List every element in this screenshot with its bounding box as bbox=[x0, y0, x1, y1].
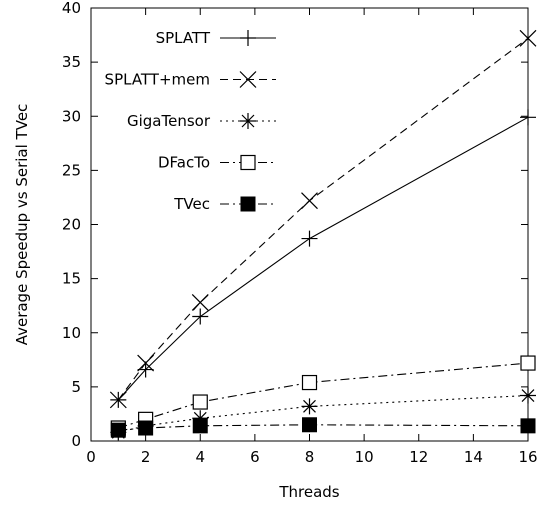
legend-label: DFacTo bbox=[158, 154, 210, 172]
legend: SPLATT SPLATT+mem GigaTensor DFacTo TVec bbox=[105, 29, 276, 213]
y-tick-label: 0 bbox=[71, 432, 81, 450]
series-line bbox=[118, 394, 529, 433]
star-marker-shape bbox=[301, 398, 318, 415]
cross-marker-shape bbox=[191, 294, 209, 311]
cross-marker-shape bbox=[137, 354, 155, 372]
y-tick-label: 25 bbox=[62, 161, 81, 179]
x-tick-label: 10 bbox=[355, 448, 374, 466]
plus-marker-shape bbox=[137, 361, 154, 378]
filled-square-marker-shape bbox=[192, 418, 208, 434]
data-point bbox=[192, 418, 208, 434]
x-axis-title: Threads bbox=[278, 483, 339, 501]
series-line bbox=[118, 362, 529, 429]
open-square-marker-shape bbox=[192, 394, 208, 410]
axis-ticks: 0 2 4 6 8 10 12 14 16 0 5 10 15 20 25 30 35 40 bbox=[62, 0, 538, 466]
series-layer bbox=[109, 29, 537, 441]
star-marker-shape bbox=[192, 410, 209, 427]
x-tick-label: 8 bbox=[305, 448, 315, 466]
legend-label: SPLATT bbox=[156, 29, 211, 47]
y-axis-title: Average Speedup vs Serial TVec bbox=[13, 104, 31, 346]
data-point bbox=[109, 391, 127, 409]
data-point bbox=[301, 398, 318, 415]
filled-square-marker-shape bbox=[110, 422, 126, 438]
legend-entry: SPLATT bbox=[156, 29, 276, 47]
open-square-marker-shape bbox=[240, 154, 256, 171]
y-tick-label: 30 bbox=[62, 107, 81, 125]
y-tick-label: 10 bbox=[62, 324, 81, 342]
legend-label: SPLATT+mem bbox=[105, 71, 210, 89]
data-point bbox=[192, 394, 208, 410]
open-square-marker-shape bbox=[301, 374, 318, 391]
legend-label: GigaTensor bbox=[127, 112, 211, 130]
y-tick-label: 35 bbox=[62, 53, 81, 71]
cross-marker-shape bbox=[109, 391, 127, 409]
x-tick-label: 14 bbox=[464, 448, 483, 466]
data-point bbox=[520, 418, 536, 434]
legend-marker bbox=[240, 113, 256, 129]
filled-square-marker-shape bbox=[302, 417, 317, 433]
series-gigatensor bbox=[110, 387, 536, 441]
data-point bbox=[520, 355, 536, 371]
data-point bbox=[191, 294, 209, 311]
star-marker-shape bbox=[240, 113, 256, 129]
legend-entry: TVec bbox=[173, 195, 276, 213]
data-point bbox=[138, 420, 154, 436]
legend-entry: GigaTensor bbox=[127, 112, 276, 130]
legend-marker bbox=[240, 154, 256, 171]
plus-marker-shape bbox=[192, 308, 209, 325]
y-tick-label: 15 bbox=[62, 270, 81, 288]
filled-square-marker-shape bbox=[240, 196, 256, 212]
x-tick-label: 12 bbox=[409, 448, 428, 466]
plus-marker-shape bbox=[520, 109, 536, 126]
x-tick-label: 6 bbox=[250, 448, 260, 466]
data-point bbox=[301, 230, 318, 247]
data-point bbox=[520, 387, 536, 404]
y-tick-label: 5 bbox=[71, 378, 81, 396]
legend-label: TVec bbox=[173, 195, 210, 213]
data-point bbox=[137, 361, 154, 378]
series-line bbox=[117, 37, 529, 401]
data-point bbox=[520, 109, 536, 126]
filled-square-marker-shape bbox=[138, 420, 154, 436]
series-tvec bbox=[110, 417, 536, 438]
legend-entry: SPLATT+mem bbox=[105, 71, 276, 89]
data-point bbox=[192, 308, 209, 325]
legend-marker bbox=[240, 30, 256, 46]
x-tick-label: 0 bbox=[86, 448, 96, 466]
legend-marker bbox=[240, 196, 256, 212]
x-tick-label: 2 bbox=[141, 448, 151, 466]
data-point bbox=[302, 417, 317, 433]
data-point bbox=[192, 410, 209, 427]
data-point bbox=[137, 354, 155, 372]
data-point bbox=[301, 374, 318, 391]
open-square-marker-shape bbox=[520, 355, 536, 371]
plus-marker-shape bbox=[240, 30, 256, 46]
plus-marker-shape bbox=[301, 230, 318, 247]
data-point bbox=[519, 29, 537, 47]
y-tick-label: 40 bbox=[62, 0, 81, 17]
data-point bbox=[301, 192, 318, 210]
cross-marker-shape bbox=[239, 71, 257, 88]
cross-marker-shape bbox=[519, 29, 537, 47]
filled-square-marker-shape bbox=[520, 418, 536, 434]
x-tick-label: 16 bbox=[518, 448, 537, 466]
series-splatt-mem bbox=[109, 29, 537, 409]
y-tick-label: 20 bbox=[62, 216, 81, 234]
legend-marker bbox=[239, 71, 257, 88]
x-tick-label: 4 bbox=[195, 448, 205, 466]
series-line bbox=[118, 424, 529, 431]
star-marker-shape bbox=[520, 387, 536, 404]
legend-entry: DFacTo bbox=[158, 154, 276, 172]
cross-marker-shape bbox=[301, 192, 318, 210]
series-dfacto bbox=[110, 355, 536, 436]
data-point bbox=[110, 422, 126, 438]
